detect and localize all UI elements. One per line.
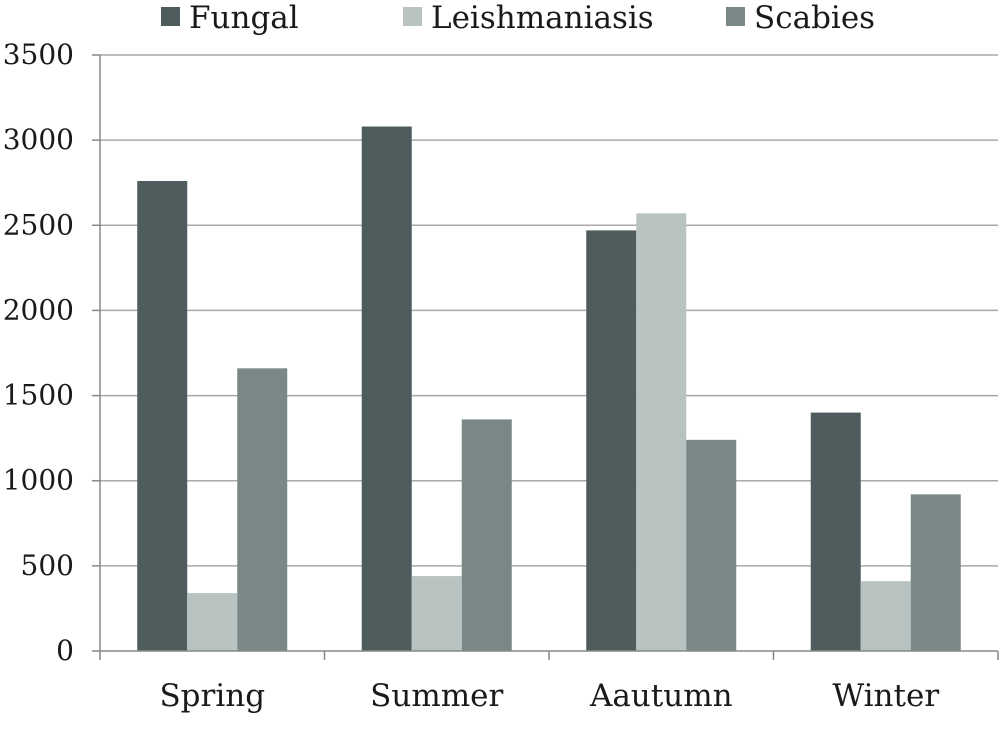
legend-label-scabies: Scabies	[754, 0, 875, 36]
y-tick-label: 500	[21, 549, 74, 582]
legend-swatch-scabies	[726, 7, 745, 26]
bar-leishmaniasis-summer	[411, 576, 462, 651]
y-tick-label: 1500	[3, 379, 74, 412]
x-tick-label: Aautumn	[589, 678, 733, 714]
bar-fungal-summer	[361, 126, 412, 651]
gridlines	[100, 54, 998, 567]
y-tick-label: 3000	[3, 123, 74, 156]
y-axis-tick-labels: 0 500 1000 1500 2000 2500 3000 3500	[3, 38, 74, 667]
y-tick-label: 3500	[3, 38, 74, 71]
bar-leishmaniasis-winter	[860, 581, 911, 651]
bar-fungal-winter	[810, 412, 861, 651]
legend-swatch-leishmaniasis	[403, 7, 422, 26]
legend: Fungal Leishmaniasis Scabies	[161, 0, 875, 36]
bar-leishmaniasis-spring	[187, 593, 238, 651]
bars	[137, 126, 961, 652]
bar-scabies-spring	[237, 368, 288, 651]
legend-swatch-fungal	[161, 7, 180, 26]
y-tick-label: 1000	[3, 464, 74, 497]
x-tick-label: Winter	[832, 678, 939, 714]
bar-fungal-spring	[137, 181, 188, 652]
x-axis-tick-labels: Spring Summer Aautumn Winter	[159, 678, 939, 714]
axes	[92, 54, 999, 660]
bar-scabies-winter	[910, 494, 961, 651]
y-tick-label: 2000	[3, 293, 74, 326]
bar-scabies-aautumn	[686, 439, 737, 651]
y-tick-label: 2500	[3, 208, 74, 241]
bar-fungal-aautumn	[586, 230, 637, 651]
y-tick-label: 0	[56, 634, 74, 667]
x-tick-label: Spring	[159, 678, 265, 714]
x-tick-label: Summer	[370, 678, 503, 714]
bar-leishmaniasis-aautumn	[636, 213, 687, 651]
bar-scabies-summer	[461, 419, 512, 651]
legend-label-fungal: Fungal	[189, 0, 299, 36]
legend-label-leishmaniasis: Leishmaniasis	[431, 0, 654, 36]
